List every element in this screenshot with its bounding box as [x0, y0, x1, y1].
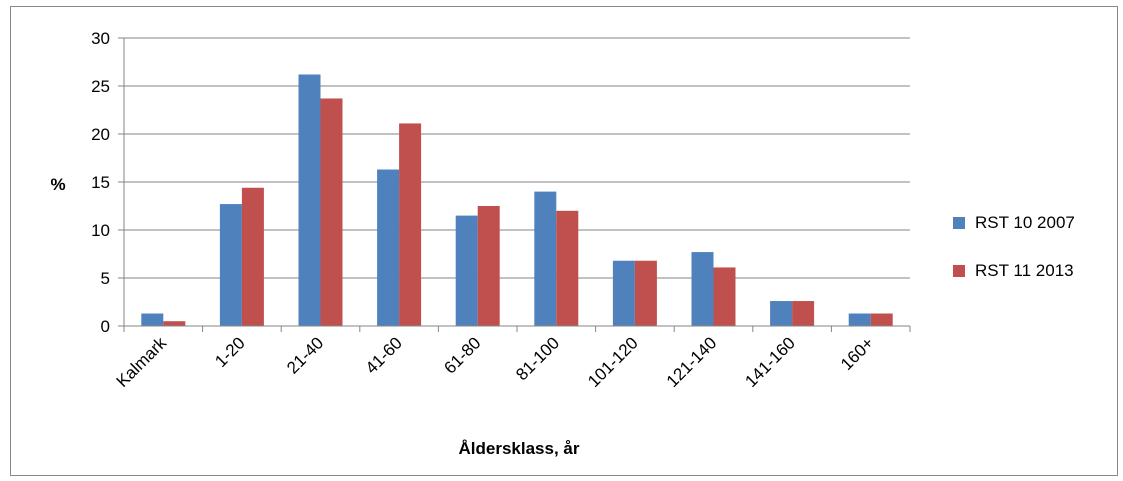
y-tick-label-1: 5	[101, 269, 110, 288]
x-tick-label-2: 21-40	[283, 333, 327, 377]
bar-1-5	[534, 191, 557, 326]
bar-2-1	[241, 187, 264, 326]
bar-2-9	[870, 313, 893, 326]
bar-1-6	[612, 260, 635, 326]
bar-2-5	[556, 210, 579, 326]
bars	[141, 74, 893, 326]
axes	[123, 38, 911, 332]
y-tick-label-3: 15	[91, 173, 110, 192]
bar-2-0	[163, 321, 186, 326]
y-tick-label-2: 10	[91, 221, 110, 240]
bar-1-1	[219, 204, 242, 326]
x-tick-labels: Kalmark 1-20 21-40 41-60 61-80 81-100 101-120 1…	[113, 333, 878, 391]
bar-2-3	[399, 123, 422, 326]
bar-1-9	[848, 313, 871, 326]
legend-swatch-1	[953, 217, 965, 229]
bar-1-2	[298, 74, 321, 326]
y-tick-labels: 0 5 10 15 20 25 30	[91, 29, 110, 336]
bar-1-4	[455, 215, 478, 326]
bar-2-2	[320, 98, 343, 326]
y-tick-label-0: 0	[101, 317, 110, 336]
x-tick-label-8: 141-160	[741, 333, 799, 391]
legend-swatch-2	[953, 265, 965, 277]
bar-2-7	[713, 267, 736, 326]
bar-1-7	[691, 252, 714, 326]
bar-2-6	[634, 260, 657, 326]
y-tick-label-6: 30	[91, 29, 110, 48]
x-tick-label-3: 41-60	[362, 333, 406, 377]
x-tick-label-5: 81-100	[512, 333, 563, 384]
legend-label-2: RST 11 2013	[975, 261, 1074, 280]
bar-1-3	[377, 169, 400, 326]
bar-1-8	[770, 301, 793, 326]
y-tick-label-5: 25	[91, 77, 110, 96]
x-tick-label-1: 1-20	[211, 333, 248, 370]
bar-2-4	[477, 206, 500, 326]
x-tick-label-4: 61-80	[440, 333, 484, 377]
y-tick-label-4: 20	[91, 125, 110, 144]
y-axis-title: %	[50, 175, 65, 194]
legend-label-1: RST 10 2007	[975, 213, 1075, 232]
bar-2-8	[792, 301, 815, 326]
x-axis-title: Åldersklass, år	[459, 439, 580, 458]
bar-1-0	[141, 313, 164, 326]
x-tick-label-7: 121-140	[663, 333, 721, 391]
legend: RST 10 2007 RST 11 2013	[953, 213, 1075, 280]
x-tick-label-0: Kalmark	[113, 333, 171, 391]
x-tick-label-9: 160+	[837, 333, 878, 374]
x-tick-label-6: 101-120	[584, 333, 642, 391]
